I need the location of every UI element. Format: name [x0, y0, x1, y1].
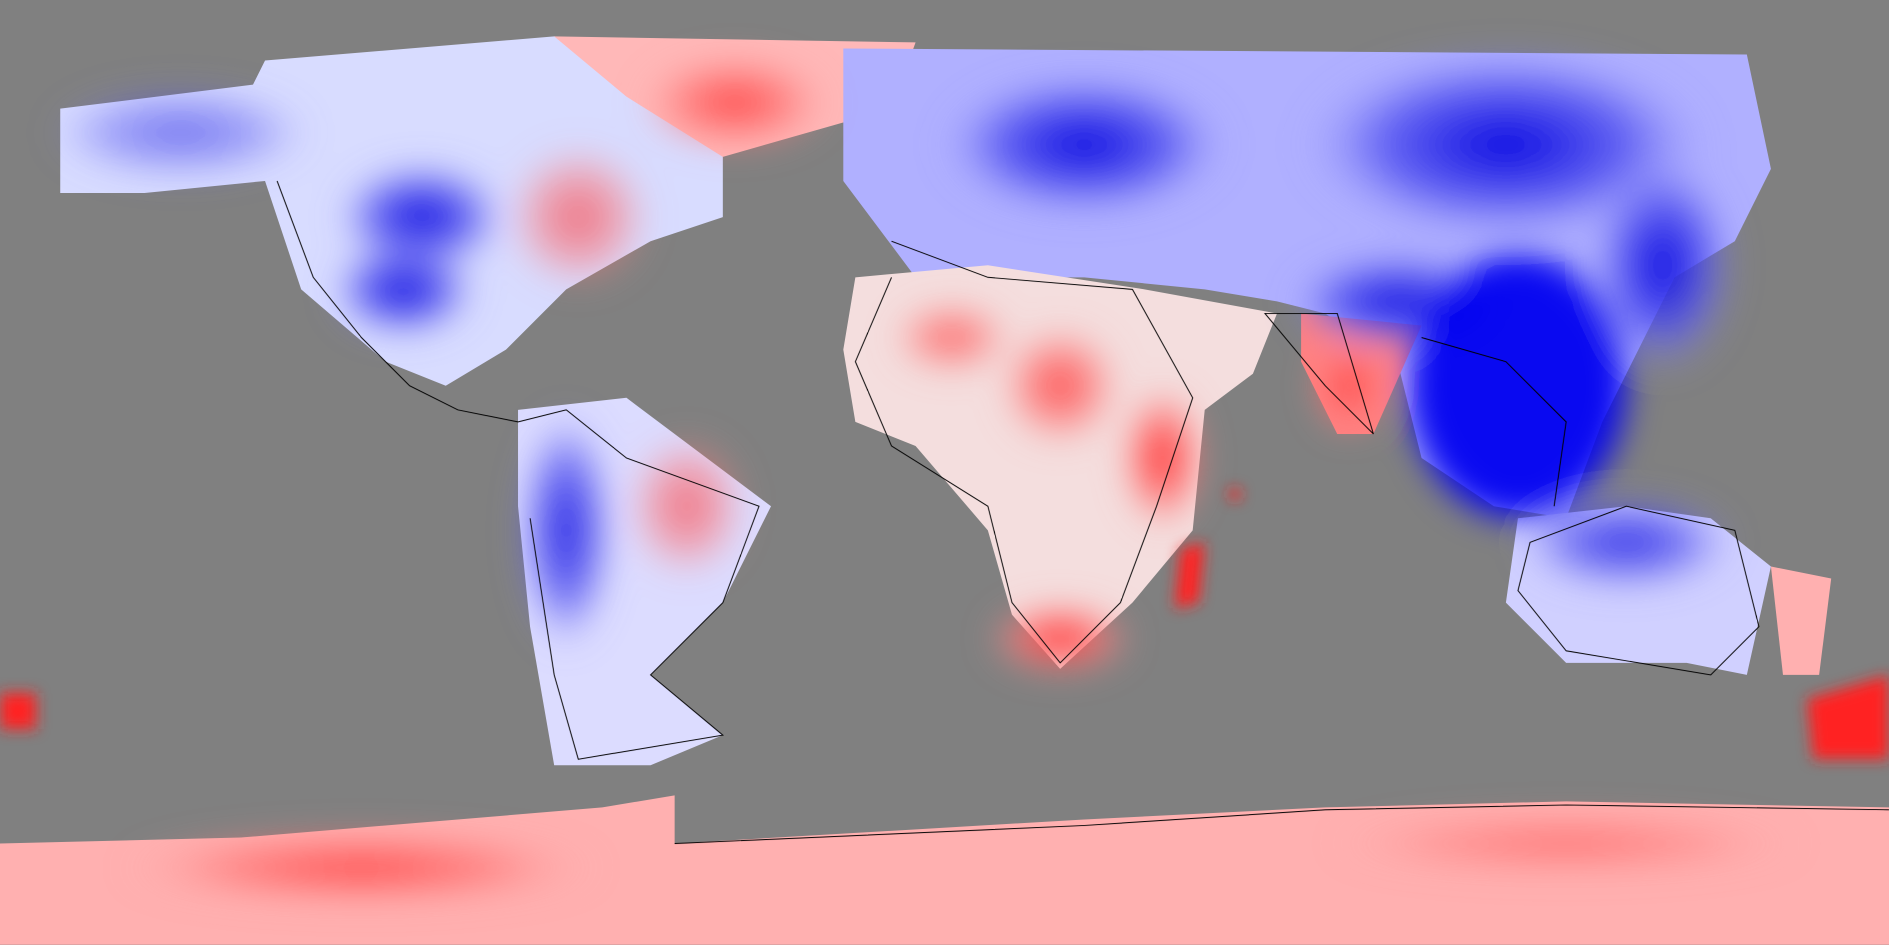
- red-spots: [0, 488, 1889, 760]
- coastlines: [276, 180, 1889, 845]
